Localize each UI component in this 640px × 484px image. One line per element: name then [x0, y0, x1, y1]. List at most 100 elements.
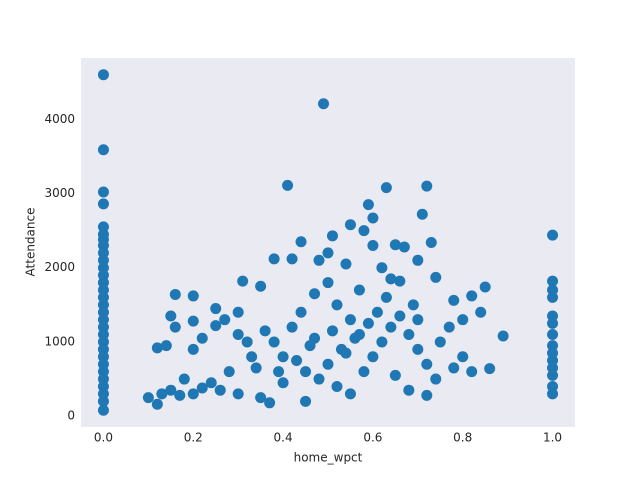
point: [255, 280, 267, 292]
point: [380, 291, 392, 303]
point: [259, 325, 271, 337]
point: [466, 366, 478, 378]
point: [326, 230, 338, 242]
point: [398, 241, 410, 253]
point: [286, 321, 298, 333]
point: [479, 281, 491, 293]
point: [268, 336, 280, 348]
point: [205, 377, 217, 389]
point: [497, 330, 509, 342]
point: [443, 321, 455, 333]
point: [448, 362, 460, 374]
point: [434, 336, 446, 348]
x-tick-label: 0.8: [453, 431, 472, 445]
point: [187, 343, 199, 355]
point: [174, 389, 186, 401]
y-tick-label: 4000: [44, 112, 75, 126]
point: [466, 290, 478, 302]
point: [367, 239, 379, 251]
point: [403, 329, 415, 341]
x-tick-label: 0.4: [274, 431, 293, 445]
point: [547, 329, 559, 341]
point: [309, 288, 321, 300]
point: [291, 355, 303, 367]
point: [340, 347, 352, 359]
point: [295, 306, 307, 318]
point: [264, 397, 276, 409]
point: [331, 380, 343, 392]
point: [358, 366, 370, 378]
point: [268, 253, 280, 265]
point: [362, 317, 374, 329]
point: [250, 362, 262, 374]
point: [165, 310, 177, 322]
point: [376, 336, 388, 348]
point: [241, 336, 253, 348]
point: [169, 288, 181, 300]
point: [547, 317, 559, 329]
point: [385, 273, 397, 285]
point: [246, 351, 258, 363]
point: [97, 186, 109, 198]
point: [389, 239, 401, 251]
point: [430, 271, 442, 283]
point: [210, 320, 222, 332]
point: [300, 395, 312, 407]
point: [196, 382, 208, 394]
point: [385, 321, 397, 333]
point: [151, 398, 163, 410]
point: [353, 284, 365, 296]
point: [187, 315, 199, 327]
point: [214, 384, 226, 396]
point: [403, 384, 415, 396]
point: [457, 351, 469, 363]
point: [362, 199, 374, 211]
point: [313, 254, 325, 266]
point: [277, 351, 289, 363]
point: [457, 314, 469, 326]
point: [547, 229, 559, 241]
point: [232, 329, 244, 341]
point: [326, 325, 338, 337]
point: [344, 388, 356, 400]
point: [547, 291, 559, 303]
point: [475, 306, 487, 318]
point: [286, 253, 298, 265]
point: [277, 377, 289, 389]
point: [344, 219, 356, 231]
y-tick-label: 3000: [44, 186, 75, 200]
point: [232, 306, 244, 318]
point: [394, 310, 406, 322]
point: [412, 343, 424, 355]
y-tick-label: 2000: [44, 260, 75, 274]
point: [318, 98, 330, 110]
point: [367, 351, 379, 363]
point: [223, 366, 235, 378]
point: [430, 373, 442, 385]
point: [273, 366, 285, 378]
point: [344, 314, 356, 326]
point: [340, 258, 352, 270]
point: [389, 369, 401, 381]
point: [421, 180, 433, 192]
point: [309, 332, 321, 344]
point: [484, 363, 496, 375]
x-tick-label: 0.2: [184, 431, 203, 445]
x-axis-label: home_wpct: [294, 451, 363, 465]
point: [97, 69, 109, 81]
point: [97, 404, 109, 416]
point: [448, 294, 460, 306]
x-tick-label: 0.6: [363, 431, 382, 445]
point: [237, 275, 249, 287]
point: [160, 340, 172, 352]
point: [255, 392, 267, 404]
point: [142, 392, 154, 404]
point: [187, 388, 199, 400]
point: [416, 208, 428, 220]
point: [380, 182, 392, 194]
point: [322, 358, 334, 370]
point: [421, 389, 433, 401]
point: [547, 275, 559, 287]
